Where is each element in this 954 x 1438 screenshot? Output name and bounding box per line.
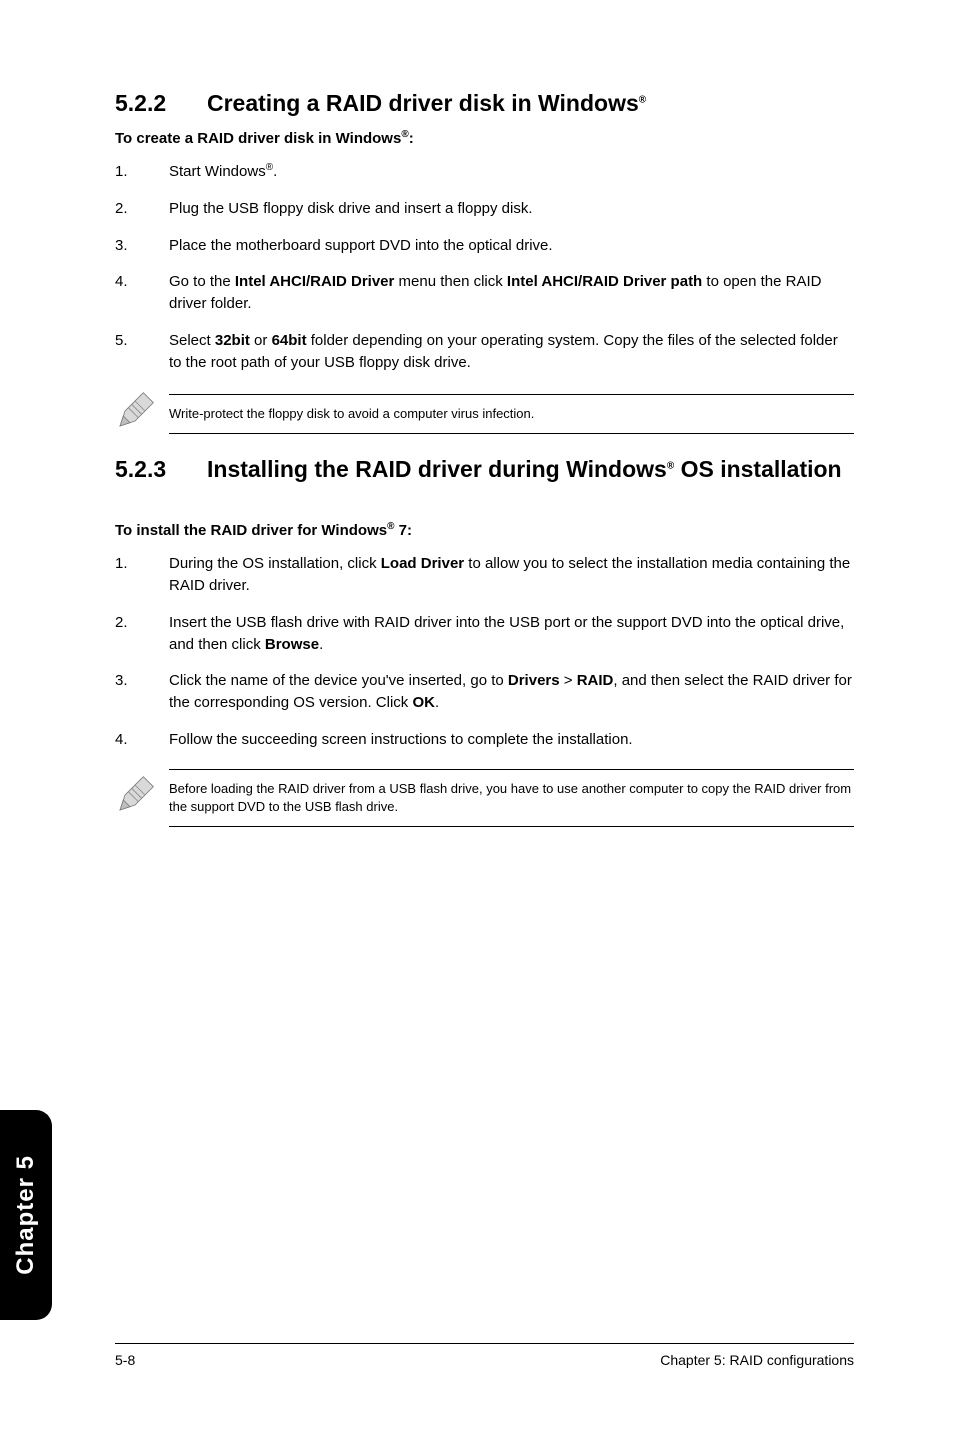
list-item: 2. Insert the USB flash drive with RAID … [115, 612, 854, 656]
list-body: Select 32bit or 64bit folder depending o… [169, 330, 854, 374]
section-title-522: 5.2.2Creating a RAID driver disk in Wind… [115, 88, 854, 119]
note-text: Before loading the RAID driver from a US… [169, 769, 854, 827]
list-number: 2. [115, 198, 169, 220]
registered-mark: ® [266, 162, 273, 173]
list-item: 3. Place the motherboard support DVD int… [115, 235, 854, 257]
bold-text: OK [412, 694, 435, 711]
list-number: 4. [115, 271, 169, 315]
body-text: Select [169, 332, 215, 349]
list-item: 1. Start Windows®. [115, 161, 854, 183]
note-icon-wrap [115, 775, 169, 820]
list-item: 2. Plug the USB floppy disk drive and in… [115, 198, 854, 220]
registered-mark: ® [401, 129, 408, 140]
bold-text: Intel AHCI/RAID Driver path [507, 273, 702, 290]
chapter-tab-label: Chapter 5 [12, 1155, 40, 1275]
note-icon-wrap [115, 391, 169, 436]
list-item: 5. Select 32bit or 64bit folder dependin… [115, 330, 854, 374]
list-number: 4. [115, 729, 169, 751]
list-number: 1. [115, 553, 169, 597]
subtitle-colon: : [409, 130, 414, 147]
subsection-heading: To install the RAID driver for Windows® … [115, 521, 854, 539]
list-number: 5. [115, 330, 169, 374]
bold-text: 64bit [272, 332, 307, 349]
registered-mark: ® [639, 94, 646, 105]
list-body: Start Windows®. [169, 161, 854, 183]
body-text: or [250, 332, 272, 349]
subsection-heading: To create a RAID driver disk in Windows®… [115, 129, 854, 147]
body-text: menu then click [394, 273, 507, 290]
bold-text: 32bit [215, 332, 250, 349]
body-text: During the OS installation, click [169, 555, 381, 572]
body-text: . [435, 694, 439, 711]
body-text: . [319, 636, 323, 653]
note-row: Write-protect the floppy disk to avoid a… [115, 391, 854, 436]
bold-text: Load Driver [381, 555, 464, 572]
pencil-icon [115, 775, 155, 815]
list-number: 3. [115, 235, 169, 257]
list-body: Follow the succeeding screen instruction… [169, 729, 854, 751]
list-item: 4. Go to the Intel AHCI/RAID Driver menu… [115, 271, 854, 315]
list-body: Place the motherboard support DVD into t… [169, 235, 854, 257]
body-text: Go to the [169, 273, 235, 290]
list-body: During the OS installation, click Load D… [169, 553, 854, 597]
note-text: Write-protect the floppy disk to avoid a… [169, 394, 854, 434]
list-item: 4. Follow the succeeding screen instruct… [115, 729, 854, 751]
subtitle-suffix: 7: [394, 522, 412, 539]
body-text: Start Windows [169, 163, 266, 180]
subtitle-text: To create a RAID driver disk in Windows [115, 130, 401, 147]
list-body: Click the name of the device you've inse… [169, 670, 854, 714]
body-text: . [273, 163, 277, 180]
bold-text: Drivers [508, 672, 560, 689]
list-number: 1. [115, 161, 169, 183]
pencil-icon [115, 391, 155, 431]
bold-text: Intel AHCI/RAID Driver [235, 273, 394, 290]
bold-text: Browse [265, 636, 319, 653]
list-number: 2. [115, 612, 169, 656]
page-number: 5-8 [115, 1352, 135, 1368]
list-number: 3. [115, 670, 169, 714]
section-heading-text: Installing the RAID driver during Window… [207, 456, 667, 482]
section-number: 5.2.2 [115, 88, 207, 119]
list-body: Plug the USB floppy disk drive and inser… [169, 198, 854, 220]
chapter-side-tab: Chapter 5 [0, 1110, 52, 1320]
body-text: > [560, 672, 577, 689]
section-number: 5.2.3 [115, 454, 207, 485]
section-heading-text: Creating a RAID driver disk in Windows [207, 90, 639, 116]
list-item: 1. During the OS installation, click Loa… [115, 553, 854, 597]
list-item: 3. Click the name of the device you've i… [115, 670, 854, 714]
page-footer: 5-8 Chapter 5: RAID configurations [115, 1343, 854, 1368]
list-body: Insert the USB flash drive with RAID dri… [169, 612, 854, 656]
section-title-523: 5.2.3Installing the RAID driver during W… [115, 454, 854, 485]
body-text: Click the name of the device you've inse… [169, 672, 508, 689]
footer-chapter-title: Chapter 5: RAID configurations [660, 1352, 854, 1368]
section-heading-text: OS installation [674, 456, 841, 482]
subtitle-text: To install the RAID driver for Windows [115, 522, 387, 539]
bold-text: RAID [577, 672, 614, 689]
list-body: Go to the Intel AHCI/RAID Driver menu th… [169, 271, 854, 315]
note-row: Before loading the RAID driver from a US… [115, 769, 854, 827]
